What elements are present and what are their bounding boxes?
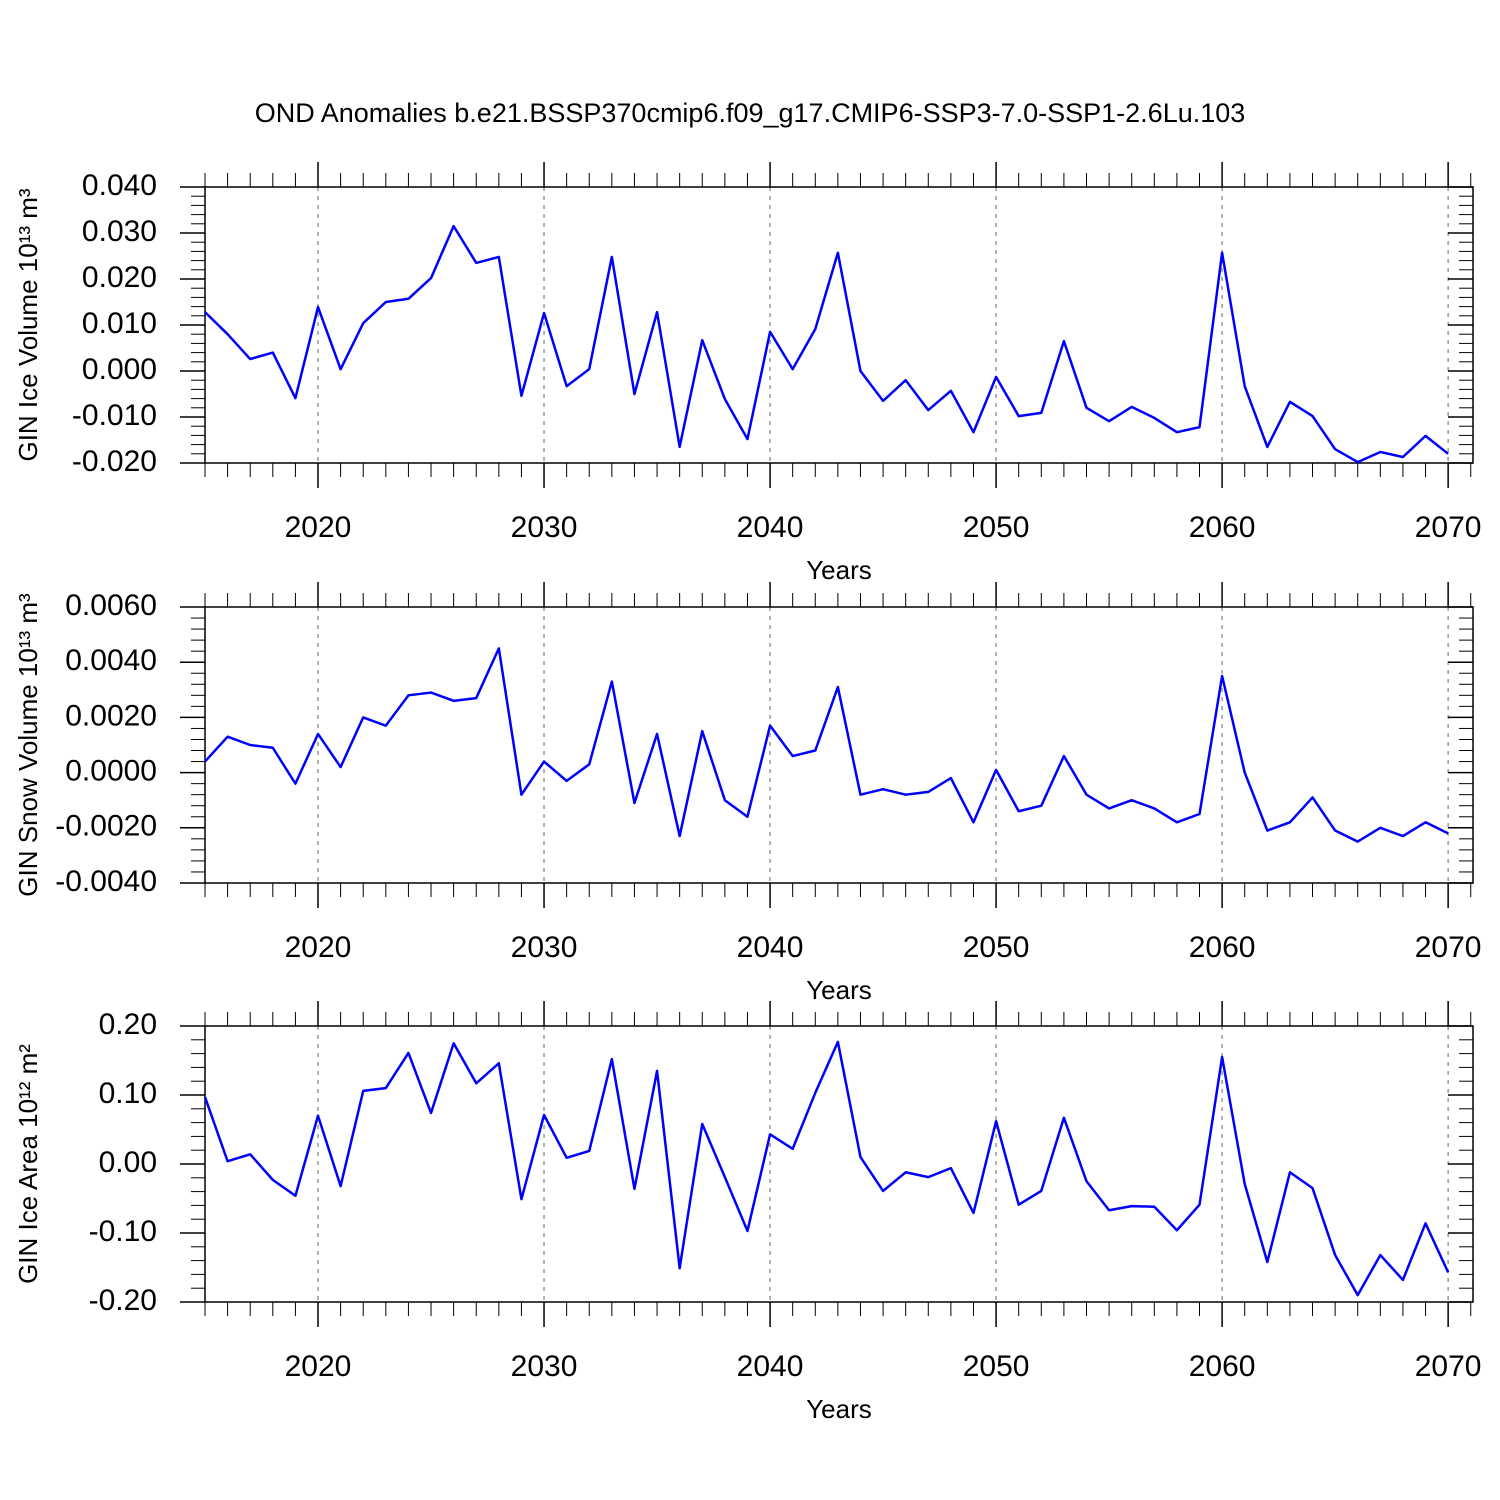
- y-tick-label: 0.040: [82, 169, 157, 202]
- y-tick-label: -0.0020: [55, 810, 157, 843]
- y-tick-label: 0.0040: [65, 644, 157, 677]
- y-tick-label: 0.030: [82, 215, 157, 248]
- y-tick-label: 0.20: [99, 1008, 157, 1041]
- y-axis-label: GIN Ice Area 10¹² m²: [13, 1044, 43, 1284]
- x-tick-label: 2030: [511, 511, 578, 544]
- y-tick-label: -0.020: [72, 445, 157, 478]
- chart-title: OND Anomalies b.e21.BSSP370cmip6.f09_g17…: [255, 98, 1246, 128]
- y-tick-label: 0.020: [82, 261, 157, 294]
- y-tick-label: 0.0060: [65, 589, 157, 622]
- x-axis-label: Years: [806, 975, 872, 1005]
- x-tick-label: 2070: [1415, 511, 1482, 544]
- y-tick-label: -0.10: [89, 1215, 157, 1248]
- plot-frame: [204, 606, 1474, 884]
- y-tick-label: -0.0040: [55, 865, 157, 898]
- y-axis-label: GIN Ice Volume 10¹³ m³: [13, 188, 43, 461]
- y-tick-label: -0.010: [72, 399, 157, 432]
- x-tick-label: 2070: [1415, 931, 1482, 964]
- x-tick-label: 2050: [963, 1350, 1030, 1383]
- x-axis-label: Years: [806, 1394, 872, 1424]
- x-tick-label: 2050: [963, 931, 1030, 964]
- y-tick-label: 0.0000: [65, 755, 157, 788]
- x-tick-label: 2020: [285, 1350, 352, 1383]
- x-tick-label: 2040: [737, 511, 804, 544]
- x-tick-label: 2070: [1415, 1350, 1482, 1383]
- x-tick-label: 2040: [737, 1350, 804, 1383]
- x-tick-label: 2040: [737, 931, 804, 964]
- y-axis-label: GIN Snow Volume 10¹³ m³: [13, 593, 43, 897]
- y-tick-label: 0.10: [99, 1077, 157, 1110]
- x-tick-label: 2030: [511, 931, 578, 964]
- x-tick-label: 2060: [1189, 931, 1256, 964]
- data-line: [204, 647, 1449, 843]
- data-line: [203, 1040, 1450, 1297]
- plot-frame: [204, 186, 1474, 464]
- x-tick-label: 2020: [285, 931, 352, 964]
- x-tick-label: 2060: [1189, 511, 1256, 544]
- x-tick-label: 2060: [1189, 1350, 1256, 1383]
- y-tick-label: 0.0020: [65, 699, 157, 732]
- x-tick-label: 2050: [963, 511, 1030, 544]
- data-line: [204, 224, 1449, 464]
- plot-frame: [204, 1025, 1474, 1303]
- y-tick-label: -0.20: [89, 1284, 157, 1317]
- x-axis-label: Years: [806, 555, 872, 585]
- y-tick-label: 0.000: [82, 353, 157, 386]
- x-tick-label: 2030: [511, 1350, 578, 1383]
- y-tick-label: 0.00: [99, 1146, 157, 1179]
- y-tick-label: 0.010: [82, 307, 157, 340]
- x-tick-label: 2020: [285, 511, 352, 544]
